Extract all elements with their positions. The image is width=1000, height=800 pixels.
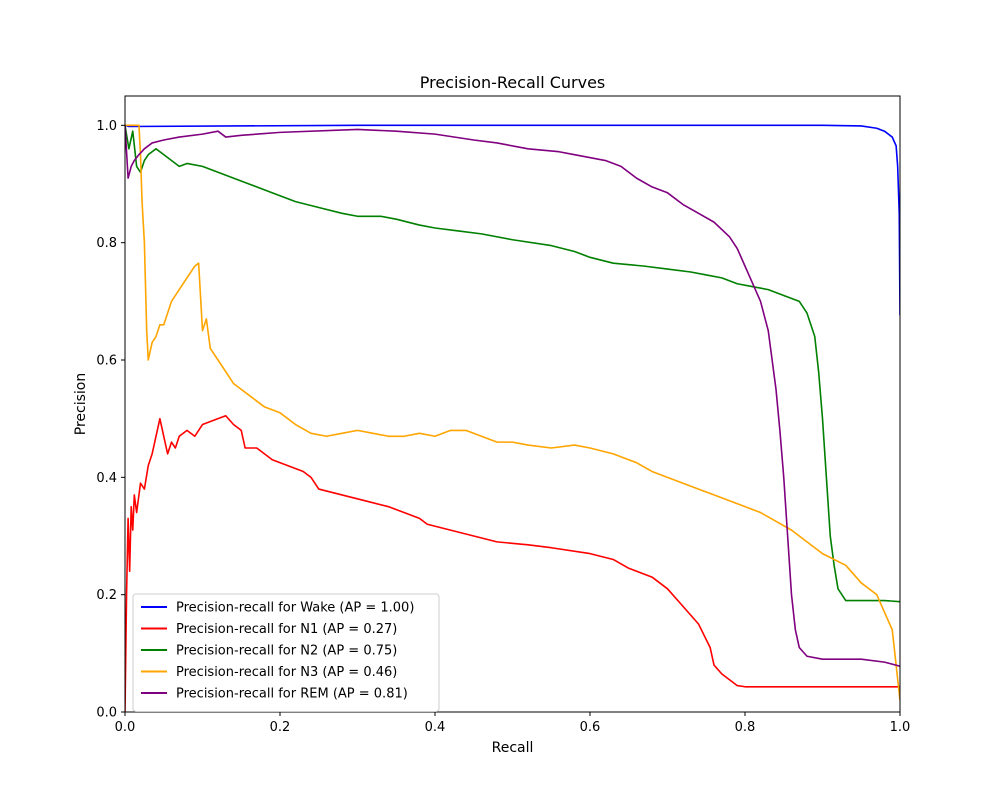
series-line-rem <box>125 125 900 668</box>
x-tick-label: 0.0 <box>115 720 136 735</box>
series-line-wake <box>125 124 900 316</box>
y-tick-label: 0.6 <box>96 354 117 369</box>
chart-title: Precision-Recall Curves <box>420 73 606 92</box>
series-line-n2 <box>125 125 900 603</box>
legend-label-n1: Precision-recall for N1 (AP = 0.27) <box>176 622 397 637</box>
plot-frame <box>124 95 901 713</box>
x-tick-label: 1.0 <box>890 720 911 735</box>
y-tick-label: 0.4 <box>96 471 117 486</box>
x-tick-label: 0.6 <box>580 720 601 735</box>
legend-label-n3: Precision-recall for N3 (AP = 0.46) <box>176 665 397 680</box>
y-tick-label: 0.8 <box>96 236 117 251</box>
x-axis: 0.0 0.2 0.4 0.6 0.8 1.0 <box>115 712 911 735</box>
y-tick-label: 1.0 <box>96 119 117 134</box>
legend-box <box>132 593 440 712</box>
x-axis-label: Recall <box>492 740 534 756</box>
x-tick-label: 0.2 <box>270 720 291 735</box>
y-tick-label: 0.0 <box>96 706 117 721</box>
x-tick-label: 0.4 <box>425 720 446 735</box>
y-axis: 0.0 0.2 0.4 0.6 0.8 1.0 <box>96 119 125 721</box>
legend-label-rem: Precision-recall for REM (AP = 0.81) <box>176 687 408 702</box>
legend-label-wake: Precision-recall for Wake (AP = 1.00) <box>176 601 414 616</box>
series-line-n3 <box>125 124 900 701</box>
series-layer <box>125 124 900 712</box>
x-tick-label: 0.8 <box>735 720 756 735</box>
legend-label-n2: Precision-recall for N2 (AP = 0.75) <box>176 644 397 659</box>
y-tick-label: 0.2 <box>96 588 117 603</box>
legend: Precision-recall for Wake (AP = 1.00) Pre… <box>132 593 440 712</box>
y-axis-label: Precision <box>73 373 89 435</box>
series-line-n1 <box>125 414 900 712</box>
